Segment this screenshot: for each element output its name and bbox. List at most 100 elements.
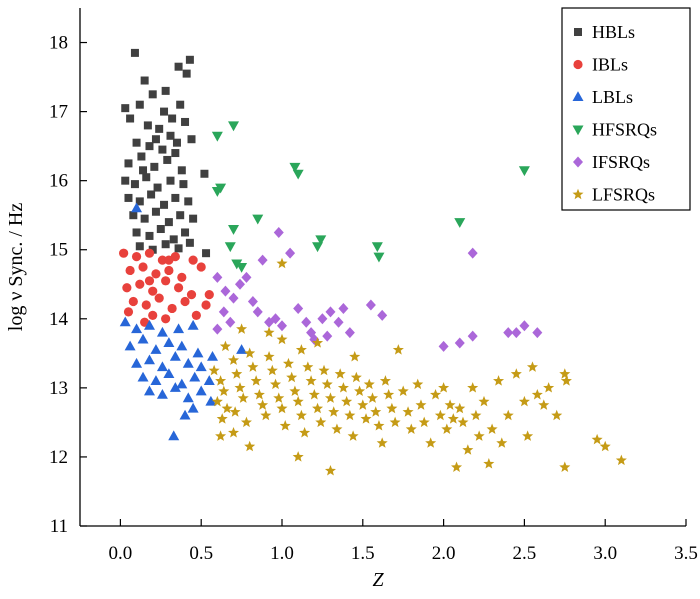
data-point-hfsrqs <box>224 242 236 253</box>
series-lfsrqs <box>208 257 627 476</box>
x-tick-label: 0.0 <box>109 543 133 564</box>
data-point-hbls <box>130 48 139 57</box>
data-point-lbls <box>137 371 149 382</box>
legend-label-lbls: LBLs <box>592 87 633 107</box>
data-point-hbls <box>147 190 156 199</box>
data-point-ifsrqs <box>285 247 296 259</box>
legend-marker-ibls <box>573 59 583 70</box>
data-point-lfsrqs <box>531 388 543 400</box>
data-point-lfsrqs <box>373 420 385 431</box>
data-point-hbls <box>150 162 159 171</box>
data-point-lfsrqs <box>518 395 530 407</box>
data-point-ifsrqs <box>241 271 252 283</box>
data-point-lfsrqs <box>467 382 479 393</box>
data-point-ibls <box>123 307 134 317</box>
data-point-hbls <box>121 176 130 185</box>
data-point-ifsrqs <box>532 327 543 339</box>
series-ibls <box>119 248 214 327</box>
legend-marker-hbls <box>574 28 582 36</box>
data-point-hbls <box>189 214 198 223</box>
data-point-lfsrqs <box>228 354 240 365</box>
data-point-lfsrqs <box>215 430 227 441</box>
data-point-lbls <box>195 385 207 396</box>
data-point-lfsrqs <box>208 364 220 376</box>
data-point-ibls <box>154 293 164 303</box>
x-tick-label: 3.5 <box>674 543 698 564</box>
data-point-ifsrqs <box>344 327 355 339</box>
data-point-lfsrqs <box>276 257 288 269</box>
data-point-lbls <box>131 357 143 368</box>
data-point-lbls <box>207 350 219 361</box>
data-point-lfsrqs <box>312 337 324 348</box>
data-point-lfsrqs <box>276 402 288 414</box>
data-point-lfsrqs <box>376 437 388 448</box>
data-point-lbls <box>163 368 175 379</box>
data-point-hbls <box>158 145 167 154</box>
data-point-lfsrqs <box>559 461 571 472</box>
data-point-ibls <box>161 276 171 286</box>
data-point-lfsrqs <box>266 364 278 376</box>
y-tick-label: 18 <box>49 33 68 54</box>
x-tick-label: 0.5 <box>189 543 213 564</box>
data-point-lfsrqs <box>462 444 474 455</box>
data-point-ibls <box>148 286 158 296</box>
data-point-ibls <box>204 290 214 300</box>
data-point-lfsrqs <box>219 340 231 352</box>
data-point-lfsrqs <box>229 406 241 417</box>
data-point-hbls <box>164 218 173 227</box>
data-point-lbls <box>173 323 185 334</box>
data-point-hbls <box>132 228 141 237</box>
data-point-lfsrqs <box>286 371 298 383</box>
data-point-lfsrqs <box>389 416 401 428</box>
data-point-lfsrqs <box>302 361 314 372</box>
data-point-lfsrqs <box>289 385 301 397</box>
data-point-lfsrqs <box>299 426 311 438</box>
data-point-ibls <box>157 255 168 265</box>
data-point-lbls <box>131 202 143 213</box>
data-point-lfsrqs <box>379 375 391 386</box>
y-tick-label: 11 <box>50 516 68 537</box>
data-point-hbls <box>148 245 157 254</box>
data-point-lfsrqs <box>405 423 417 434</box>
data-point-hfsrqs <box>292 169 304 180</box>
data-point-lbls <box>124 340 136 351</box>
data-point-lbls <box>195 361 207 372</box>
data-point-lfsrqs <box>543 382 555 393</box>
y-tick-label: 14 <box>49 309 69 330</box>
data-point-lfsrqs <box>599 440 611 452</box>
data-point-lfsrqs <box>218 385 230 397</box>
data-point-lfsrqs <box>215 375 227 386</box>
data-point-lfsrqs <box>502 409 514 421</box>
data-point-lbls <box>179 409 191 420</box>
data-point-hbls <box>181 117 190 126</box>
data-point-lfsrqs <box>451 461 463 472</box>
legend-marker-ifsrqs <box>573 156 583 168</box>
data-point-lfsrqs <box>402 406 414 417</box>
data-point-ifsrqs <box>277 320 287 332</box>
data-point-lbls <box>169 382 181 392</box>
data-point-hfsrqs <box>454 218 466 228</box>
data-point-ifsrqs <box>338 302 349 314</box>
data-point-lfsrqs <box>328 406 340 417</box>
data-point-ibls <box>188 255 198 265</box>
data-point-hbls <box>130 180 139 189</box>
y-axis-title: log ν Sync. / Hz <box>5 203 27 332</box>
data-point-ifsrqs <box>212 323 223 335</box>
data-point-lfsrqs <box>363 378 375 390</box>
legend-label-hfsrqs: HFSRQs <box>592 120 657 140</box>
data-point-ifsrqs <box>252 306 263 318</box>
data-point-lbls <box>236 344 248 354</box>
data-point-hfsrqs <box>236 263 248 273</box>
data-point-lbls <box>143 354 155 365</box>
data-point-hfsrqs <box>312 242 324 253</box>
data-point-lfsrqs <box>538 399 550 410</box>
data-point-hbls <box>182 69 191 78</box>
data-point-lfsrqs <box>551 409 563 421</box>
data-point-hfsrqs <box>371 242 383 253</box>
data-point-lfsrqs <box>341 395 353 407</box>
data-point-ibls <box>164 265 174 276</box>
data-point-lbls <box>150 344 162 354</box>
data-point-lfsrqs <box>331 423 343 434</box>
data-point-lfsrqs <box>257 399 269 410</box>
data-point-ibls <box>122 283 132 293</box>
